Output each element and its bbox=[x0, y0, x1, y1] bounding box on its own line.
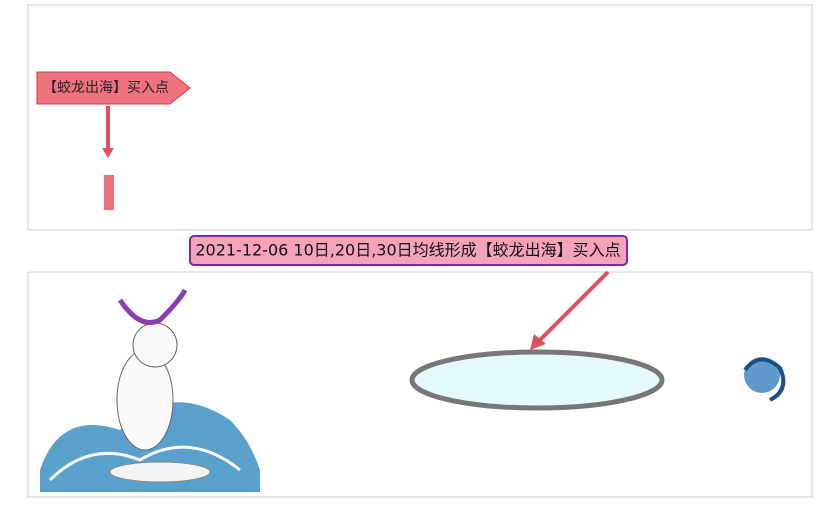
top-panel bbox=[27, 4, 813, 231]
annotation: 【蛟龙出海】买入点 bbox=[43, 80, 169, 96]
decoration bbox=[40, 288, 786, 492]
highlight-ellipse bbox=[409, 349, 665, 411]
arrow bbox=[538, 270, 610, 342]
annotation-box bbox=[36, 71, 191, 105]
highlight bbox=[104, 175, 114, 210]
banner-text: 2021-12-06 10日,20日,30日均线形成【蛟龙出海】买入点 bbox=[195, 241, 620, 260]
arrow-head bbox=[102, 148, 114, 158]
arrow-head bbox=[530, 334, 546, 350]
banner bbox=[189, 235, 628, 266]
